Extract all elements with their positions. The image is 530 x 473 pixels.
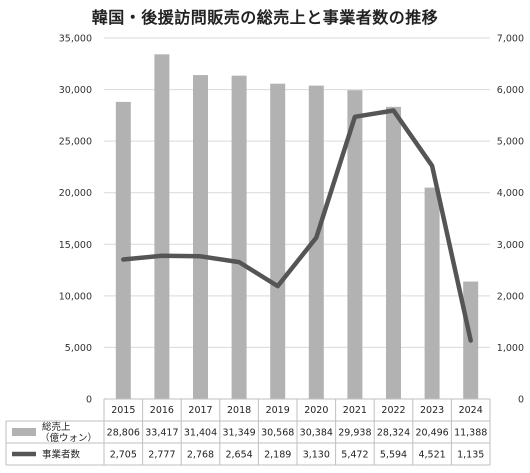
bar	[424, 187, 440, 399]
bar	[193, 75, 208, 399]
table-cell-sales: 30,384	[300, 428, 333, 439]
x-category-label: 2021	[343, 405, 367, 416]
legend-label-bar: 総売上	[42, 421, 71, 433]
y-right-tick-label: 0	[518, 395, 524, 406]
x-category-label: 2019	[266, 405, 290, 416]
table-cell-count: 2,777	[148, 450, 175, 461]
y-right-tick-label: 1,000	[497, 343, 524, 354]
table-cell-count: 2,654	[225, 450, 252, 461]
x-category-label: 2024	[459, 405, 483, 416]
legend-label-line: 事業者数	[42, 449, 81, 461]
y-left-tick-label: 30,000	[59, 85, 92, 96]
y-left-tick-label: 10,000	[59, 291, 92, 302]
bar	[308, 85, 324, 399]
bar	[386, 106, 401, 400]
y-left-tick-label: 35,000	[59, 34, 92, 45]
table-cell-sales: 28,324	[377, 428, 410, 439]
table-cell-count: 4,521	[418, 450, 445, 461]
bar	[154, 54, 170, 399]
y-left-tick-label: 15,000	[59, 240, 92, 251]
table-cell-count: 2,768	[187, 450, 214, 461]
y-right-tick-label: 7,000	[497, 34, 524, 45]
legend-label-bar-unit: （億ウォン）	[40, 432, 97, 444]
y-right-tick-label: 5,000	[497, 137, 524, 148]
table-cell-count: 2,189	[264, 450, 291, 461]
y-right-tick-label: 6,000	[497, 85, 524, 96]
x-category-label: 2016	[150, 405, 174, 416]
bar-series	[115, 54, 479, 400]
table-cell-count: 1,135	[457, 450, 484, 461]
data-table: 2015 2016 2017 2018 2019 2020 2021 2022 2023 2024…	[5, 398, 491, 466]
chart-title: 韓国・後援訪問販売の総売上と事業者数の推移	[91, 8, 439, 27]
y-axis-right: 0 1,000 2,000 3,000 4,000 5,000 6,000 7,000	[497, 34, 524, 406]
x-category-label: 2022	[381, 405, 405, 416]
table-cell-sales: 30,568	[261, 428, 294, 439]
table-cell-count: 3,130	[303, 450, 330, 461]
table-cell-count: 5,594	[380, 450, 407, 461]
x-category-label: 2023	[420, 405, 444, 416]
line-series	[121, 108, 473, 343]
bar	[115, 101, 131, 399]
table-cell-sales: 31,404	[184, 428, 217, 439]
legend-swatch-bar	[12, 428, 36, 436]
y-left-tick-label: 25,000	[59, 137, 92, 148]
bar	[347, 90, 363, 400]
y-left-tick-label: 5,000	[65, 343, 92, 354]
table-cell-sales: 20,496	[415, 428, 448, 439]
x-category-label: 2015	[111, 405, 135, 416]
bar	[270, 83, 286, 399]
table-cell-sales: 31,349	[222, 428, 255, 439]
y-right-tick-label: 4,000	[497, 188, 524, 199]
table-cell-count: 2,705	[110, 450, 137, 461]
series-line-jigyousha	[121, 108, 473, 343]
y-left-tick-label: 0	[86, 395, 92, 406]
x-category-label: 2017	[188, 405, 212, 416]
y-right-tick-label: 3,000	[497, 240, 524, 251]
table-cell-sales: 29,938	[338, 428, 371, 439]
bar	[231, 75, 247, 399]
table-cell-sales: 11,388	[454, 428, 487, 439]
y-left-tick-label: 20,000	[59, 188, 92, 199]
table-cell-count: 5,472	[341, 450, 368, 461]
y-right-tick-label: 2,000	[497, 291, 524, 302]
table-cell-sales: 28,806	[107, 428, 140, 439]
y-axis-left: 0 5,000 10,000 15,000 20,000 25,000 30,000 35,0…	[59, 34, 92, 406]
table-cell-sales: 33,417	[145, 428, 178, 439]
x-category-label: 2018	[227, 405, 251, 416]
x-category-label: 2020	[304, 405, 328, 416]
